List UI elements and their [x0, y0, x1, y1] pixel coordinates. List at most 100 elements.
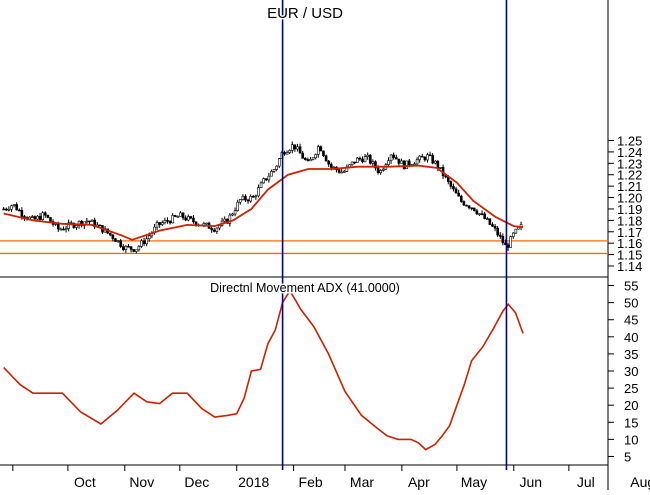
price-bar-body — [511, 232, 515, 237]
price-bar-body — [176, 216, 180, 218]
bottom-y-tick-label: 10 — [624, 432, 638, 447]
price-bar-body — [392, 154, 395, 158]
price-bar-body — [43, 212, 47, 216]
price-bar-body — [449, 181, 453, 187]
price-bar-body — [444, 175, 447, 178]
price-bar-body — [215, 227, 219, 232]
x-tick-label: 2018 — [238, 474, 269, 490]
price-bar-body — [75, 225, 78, 228]
price-bar-body — [485, 218, 489, 220]
top-y-tick-label: 1.18 — [617, 213, 642, 228]
price-bar-body — [223, 218, 226, 222]
bottom-y-tick-label: 50 — [624, 296, 638, 311]
price-bar-body — [433, 160, 437, 164]
price-bar-body — [452, 186, 455, 190]
price-panel-title: EUR / USD — [267, 5, 343, 22]
price-bar-body — [407, 160, 411, 166]
price-bar-body — [212, 229, 216, 232]
price-bar-body — [428, 154, 432, 157]
price-bar-body — [488, 218, 492, 225]
price-bar-body — [514, 228, 518, 234]
price-bar-body — [262, 178, 265, 184]
price-bar-body — [480, 213, 484, 215]
price-bar-body — [275, 165, 278, 170]
price-bar-body — [111, 234, 115, 239]
price-bar-body — [114, 238, 117, 242]
bottom-y-tick-label: 25 — [624, 381, 638, 396]
price-bar-body — [436, 160, 440, 169]
top-y-tick-label: 1.22 — [617, 168, 642, 183]
top-y-tick-label: 1.21 — [617, 179, 642, 194]
price-bar-body — [322, 150, 325, 157]
x-tick-label: Mar — [350, 474, 374, 490]
price-bar-body — [454, 188, 458, 194]
price-bar-body — [241, 195, 245, 200]
price-bar-body — [493, 226, 497, 229]
price-bar-body — [306, 159, 310, 162]
price-bar-body — [41, 212, 44, 220]
top-y-tick-label: 1.25 — [617, 133, 642, 148]
price-bar-body — [316, 146, 320, 155]
price-bars — [2, 141, 523, 254]
price-bar-body — [342, 171, 346, 173]
price-bar-body — [501, 236, 505, 244]
price-bar-body — [415, 159, 419, 165]
price-bar-body — [350, 161, 354, 165]
top-y-tick-label: 1.15 — [617, 248, 642, 263]
price-bar-body — [298, 146, 302, 154]
price-bar-body — [439, 167, 442, 169]
price-bar-body — [426, 154, 429, 161]
price-bar-body — [210, 228, 213, 231]
price-bar-body — [400, 160, 403, 164]
price-bar-body — [506, 244, 510, 248]
price-bar-body — [402, 160, 406, 170]
price-bar-body — [420, 155, 424, 158]
price-bar-body — [228, 214, 232, 224]
price-bar-body — [80, 220, 83, 226]
price-bar-body — [33, 216, 37, 220]
price-bar-body — [285, 152, 289, 155]
price-bar-body — [293, 144, 297, 150]
price-bar-body — [127, 245, 130, 248]
price-bar-body — [394, 157, 398, 160]
price-bar-body — [168, 221, 172, 224]
price-bar-body — [7, 208, 11, 211]
price-bar-body — [158, 222, 161, 225]
price-bar-body — [116, 240, 120, 242]
price-bar-body — [10, 205, 13, 210]
price-bar-body — [283, 152, 286, 155]
price-bar-body — [124, 245, 128, 251]
price-bar-body — [181, 212, 185, 219]
price-bar-body — [459, 195, 463, 202]
price-bar-body — [236, 201, 239, 211]
price-bar-body — [301, 152, 304, 159]
price-bar-body — [233, 210, 237, 215]
price-bar-body — [15, 204, 18, 211]
price-bar-body — [205, 222, 208, 225]
price-bar-body — [46, 214, 50, 218]
bottom-y-tick-label: 35 — [624, 347, 638, 362]
price-bar-body — [324, 155, 328, 162]
top-y-tick-label: 1.14 — [617, 259, 642, 274]
price-bar-body — [12, 204, 16, 206]
price-bar-body — [288, 150, 291, 153]
price-bar-body — [238, 199, 242, 203]
price-bar-body — [132, 249, 135, 252]
x-tick-label: Apr — [408, 474, 430, 490]
price-bar-body — [189, 216, 193, 219]
price-bar-body — [64, 228, 68, 230]
x-tick-label: Dec — [184, 474, 209, 490]
price-bar-body — [62, 228, 65, 231]
price-bar-body — [389, 154, 393, 161]
price-bar-body — [340, 171, 343, 174]
price-bar-body — [85, 220, 89, 223]
price-bar-body — [90, 219, 94, 222]
price-bar-body — [251, 196, 255, 198]
price-bar-body — [38, 215, 42, 220]
price-bar-body — [498, 234, 502, 237]
top-y-tick-label: 1.24 — [617, 145, 642, 160]
top-y-tick-label: 1.17 — [617, 225, 642, 240]
price-bar-body — [121, 246, 125, 251]
price-bar-body — [413, 163, 416, 166]
top-y-tick-label: 1.23 — [617, 156, 642, 171]
